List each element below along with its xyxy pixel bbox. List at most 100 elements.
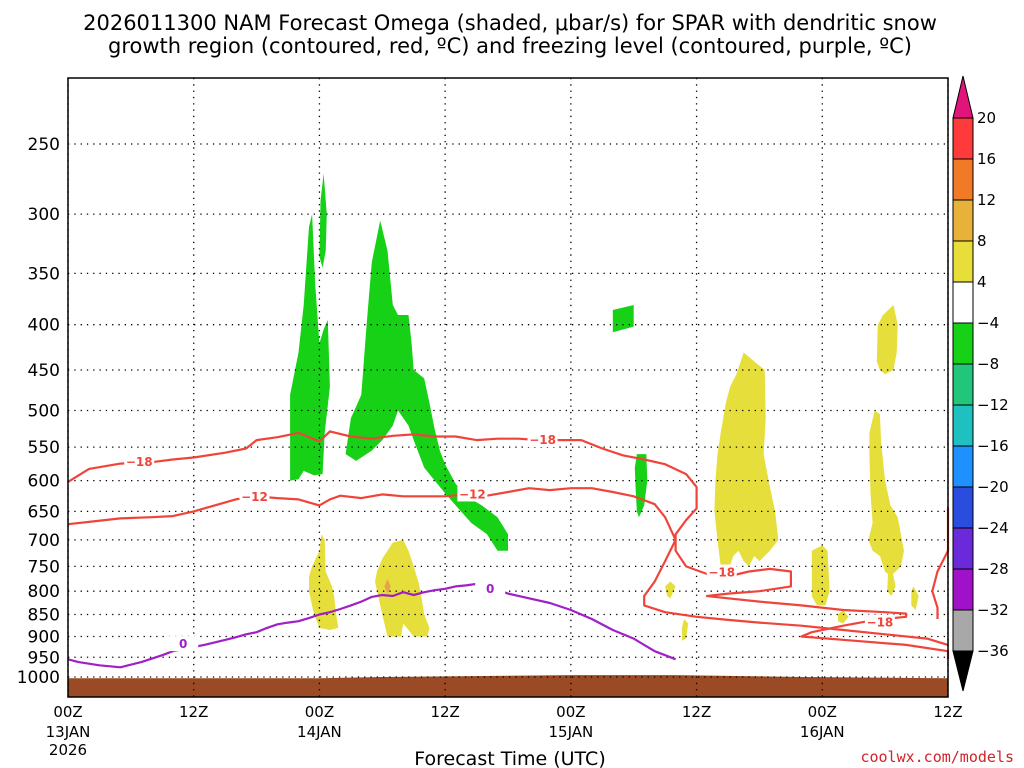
contour-label: −18 xyxy=(126,455,153,469)
omega-green-blob-5 xyxy=(634,454,648,518)
contour-label-bg xyxy=(457,486,488,502)
plot-frame xyxy=(67,77,949,698)
y-tick-label: 700 xyxy=(28,531,60,551)
y-tick-label: 1000 xyxy=(17,668,60,688)
y-tick-label: 250 xyxy=(28,135,60,155)
contours: −18 −18 −18 −18 −12 −12 0 0 xyxy=(67,430,950,669)
x-tick-label: 00Z xyxy=(53,703,82,721)
colorbar-swatch xyxy=(952,281,974,324)
contour-label-bg xyxy=(239,488,270,504)
contour-label: −18 xyxy=(867,616,894,630)
colorbar-swatch xyxy=(952,527,974,570)
contour-label-bg xyxy=(527,432,558,448)
x-tick-label: 12Z xyxy=(933,703,962,721)
y-tick-label: 800 xyxy=(28,582,60,602)
contour-label-bg xyxy=(168,636,199,652)
colorbar-swatch xyxy=(952,609,974,652)
omega-yellow-blob-7 xyxy=(868,410,904,577)
colorbar-label: 20 xyxy=(977,109,996,127)
y-tick-label: 300 xyxy=(28,205,60,225)
colorbar-label: −32 xyxy=(977,601,1009,619)
contour-label-bg xyxy=(706,564,737,580)
omega-yellow-blob-11 xyxy=(681,619,689,641)
y-tick-label: 400 xyxy=(28,316,60,336)
contour-label-bg xyxy=(475,580,506,596)
omega-green-blob-4 xyxy=(612,305,634,333)
contour-label: 0 xyxy=(486,582,494,596)
ground-terrain xyxy=(68,675,948,697)
omega-yellow-blob-8 xyxy=(887,566,896,596)
x-axis-label: Forecast Time (UTC) xyxy=(414,748,605,768)
colorbar-swatch xyxy=(952,322,974,365)
omega-yellow-blob-3 xyxy=(714,352,779,572)
x-tick-label: 00Z xyxy=(305,703,334,721)
colorbar-label: −8 xyxy=(977,355,999,373)
contour-label-bg xyxy=(124,454,155,470)
omega-green-blob-2 xyxy=(319,173,327,268)
y-axis-ticks: 2503003504004505005506006507007508008509… xyxy=(17,135,60,688)
x-tick-date: 16JAN xyxy=(800,723,845,741)
contour-dgz-1 xyxy=(67,487,949,646)
colorbar-label: −12 xyxy=(977,396,1009,414)
colorbar-swatch xyxy=(952,445,974,488)
x-tick-date: 14JAN xyxy=(297,723,342,741)
x-tick-label: 00Z xyxy=(556,703,585,721)
colorbar-swatch xyxy=(952,240,974,283)
colorbar-bottom-arrow xyxy=(952,650,974,692)
colorbar-label: −20 xyxy=(977,478,1009,496)
y-tick-label: 750 xyxy=(28,557,60,577)
omega-yellow-blob-4 xyxy=(811,545,830,606)
plot-background xyxy=(68,78,948,697)
omega-green-blob-1 xyxy=(290,214,330,481)
y-tick-label: 650 xyxy=(28,502,60,522)
colorbar-label: 12 xyxy=(977,191,996,209)
colorbar-swatch xyxy=(952,117,974,160)
contour-label: −18 xyxy=(708,565,735,579)
omega-yellow-blob-2 xyxy=(375,539,430,637)
x-tick-date: 15JAN xyxy=(548,723,593,741)
ground-layer xyxy=(68,675,948,697)
colorbar-swatch xyxy=(952,199,974,242)
contour-label: −12 xyxy=(459,487,486,501)
colorbar-swatch xyxy=(952,363,974,406)
x-tick-label: 12Z xyxy=(179,703,208,721)
omega-yellow-blob-9 xyxy=(911,586,919,610)
colorbar-label: −24 xyxy=(977,519,1009,537)
colorbar-label: 16 xyxy=(977,150,996,168)
colorbar-label: −28 xyxy=(977,560,1009,578)
x-tick-year: 2026 xyxy=(49,741,87,759)
x-tick-label: 00Z xyxy=(808,703,837,721)
colorbar-label: −16 xyxy=(977,437,1009,455)
site-credit[interactable]: coolwx.com/models xyxy=(860,748,1014,766)
contour-label: −18 xyxy=(529,433,556,447)
colorbar: 20 16 12 8 4 −4 −8 −12 −16 −20 −24 −28 −32 −36 xyxy=(952,75,1009,692)
contour-dgz-0 xyxy=(67,430,950,660)
y-tick-label: 600 xyxy=(28,472,60,492)
omega-yellow-blob-1 xyxy=(309,534,339,630)
colorbar-swatch xyxy=(952,486,974,529)
colorbar-swatch xyxy=(952,404,974,447)
x-tick-label: 12Z xyxy=(430,703,459,721)
omega-yellow-blob-5 xyxy=(838,610,849,624)
y-tick-label: 950 xyxy=(28,648,60,668)
omega-green-blob-3 xyxy=(345,220,508,551)
colorbar-label: 8 xyxy=(977,232,987,250)
y-tick-label: 900 xyxy=(28,627,60,647)
y-tick-label: 550 xyxy=(28,438,60,458)
x-tick-label: 12Z xyxy=(682,703,711,721)
chart-title-line1: 2026011300 NAM Forecast Omega (shaded, μ… xyxy=(83,11,937,35)
y-tick-label: 450 xyxy=(28,361,60,381)
chart-title-line2: growth region (contoured, red, ºC) and f… xyxy=(108,34,912,58)
contour-label: −12 xyxy=(241,490,268,504)
omega-orange-dot xyxy=(384,579,391,594)
plot-area: −18 −18 −18 −18 −12 −12 0 0 xyxy=(67,77,950,698)
y-tick-label: 350 xyxy=(28,264,60,284)
contour-label-bg xyxy=(864,614,895,630)
omega-yellow-blob-6 xyxy=(876,305,898,375)
contour-label: 0 xyxy=(179,637,187,651)
omega-yellow-blob-10 xyxy=(665,581,676,599)
colorbar-label: 4 xyxy=(977,273,987,291)
colorbar-label: −4 xyxy=(977,314,999,332)
